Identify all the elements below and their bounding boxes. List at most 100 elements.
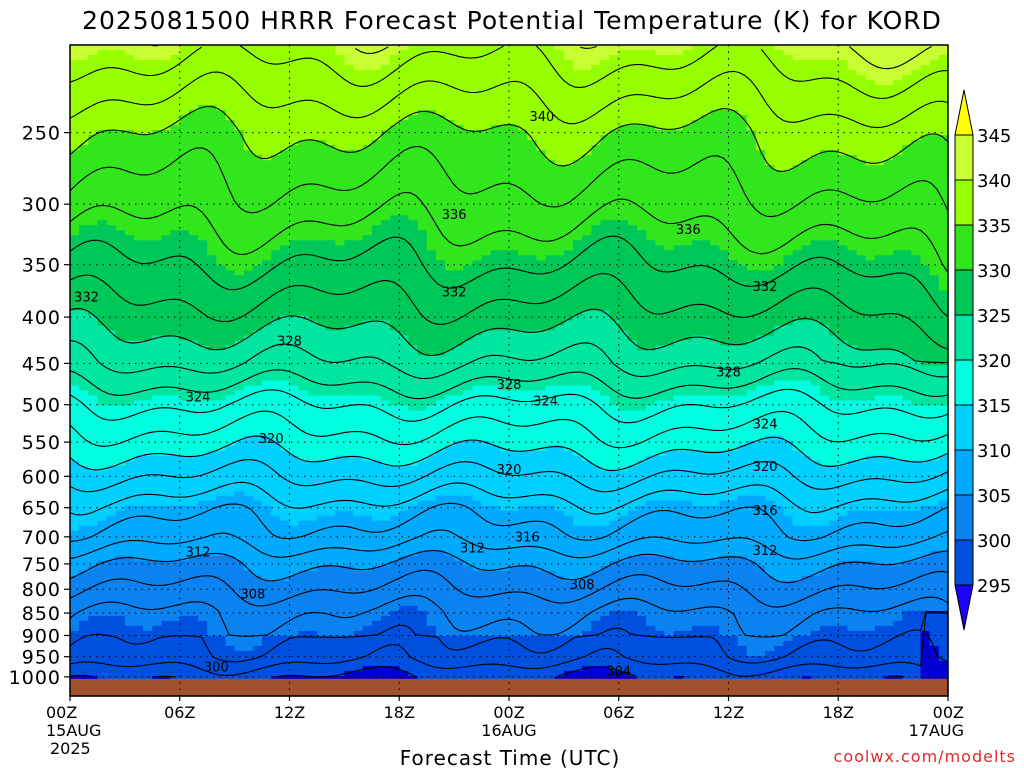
field-cell bbox=[783, 120, 794, 126]
field-cell bbox=[408, 240, 419, 246]
field-cell bbox=[819, 300, 830, 306]
field-cell bbox=[691, 230, 702, 236]
field-cell bbox=[472, 135, 483, 141]
field-cell bbox=[618, 210, 629, 216]
field-cell bbox=[737, 50, 748, 56]
field-cell bbox=[326, 75, 336, 81]
field-cell bbox=[600, 270, 611, 276]
field-cell bbox=[444, 205, 455, 211]
field-cell bbox=[417, 210, 428, 216]
field-cell bbox=[691, 125, 702, 131]
field-cell bbox=[316, 95, 327, 101]
field-cell bbox=[234, 265, 245, 271]
field-cell bbox=[481, 240, 492, 246]
field-cell bbox=[627, 45, 638, 51]
field-cell bbox=[161, 240, 172, 246]
field-cell bbox=[499, 90, 510, 96]
field-cell bbox=[143, 105, 153, 111]
field-cell bbox=[70, 110, 80, 116]
field-cell bbox=[929, 160, 940, 166]
field-cell bbox=[746, 200, 757, 206]
field-cell bbox=[719, 135, 730, 141]
field-cell bbox=[262, 165, 272, 171]
field-cell bbox=[691, 80, 702, 86]
field-cell bbox=[444, 170, 455, 176]
field-cell bbox=[97, 210, 108, 216]
field-cell bbox=[499, 155, 510, 161]
field-cell bbox=[783, 125, 794, 131]
field-cell bbox=[682, 180, 693, 186]
field-cell bbox=[408, 100, 419, 106]
field-cell bbox=[701, 165, 711, 171]
field-cell bbox=[207, 230, 217, 236]
field-cell bbox=[316, 225, 327, 231]
field-cell bbox=[207, 190, 217, 196]
field-cell bbox=[810, 50, 821, 56]
field-cell bbox=[435, 270, 446, 276]
field-cell bbox=[719, 250, 730, 256]
field-cell bbox=[710, 145, 720, 151]
field-cell bbox=[326, 95, 336, 101]
field-cell bbox=[426, 130, 437, 136]
field-cell bbox=[152, 115, 163, 121]
field-cell bbox=[819, 105, 830, 111]
field-cell bbox=[280, 255, 291, 261]
field-cell bbox=[454, 275, 464, 281]
field-cell bbox=[563, 180, 574, 186]
field-cell bbox=[390, 70, 400, 76]
field-cell bbox=[124, 290, 135, 296]
field-cell bbox=[252, 300, 263, 306]
field-cell bbox=[124, 90, 135, 96]
field-cell bbox=[627, 100, 638, 106]
field-cell bbox=[435, 200, 446, 206]
field-cell bbox=[280, 115, 291, 121]
field-cell bbox=[417, 60, 428, 66]
field-cell bbox=[591, 130, 602, 136]
field-cell bbox=[106, 180, 117, 186]
field-cell bbox=[353, 205, 364, 211]
field-cell bbox=[646, 280, 656, 286]
field-cell bbox=[838, 195, 848, 201]
field-cell bbox=[801, 175, 812, 181]
field-cell bbox=[701, 290, 711, 296]
field-cell bbox=[399, 110, 409, 116]
field-cell bbox=[88, 45, 99, 51]
field-cell bbox=[426, 165, 437, 171]
field-cell bbox=[326, 165, 336, 171]
field-cell bbox=[509, 275, 519, 281]
field-cell bbox=[710, 270, 720, 276]
field-cell bbox=[545, 170, 556, 176]
field-cell bbox=[152, 190, 163, 196]
field-cell bbox=[408, 250, 419, 256]
field-cell bbox=[472, 215, 483, 221]
field-cell bbox=[673, 170, 684, 176]
field-cell bbox=[545, 45, 556, 51]
field-cell bbox=[655, 255, 666, 261]
field-cell bbox=[938, 250, 949, 256]
field-cell bbox=[390, 225, 400, 231]
field-cell bbox=[938, 160, 949, 166]
field-cell bbox=[371, 100, 382, 106]
field-cell bbox=[115, 60, 126, 66]
field-cell bbox=[563, 270, 574, 276]
field-cell bbox=[225, 85, 236, 91]
field-cell bbox=[810, 180, 821, 186]
field-cell bbox=[472, 245, 483, 251]
field-cell bbox=[326, 120, 336, 126]
field-cell bbox=[902, 200, 913, 206]
field-cell bbox=[188, 205, 199, 211]
field-cell bbox=[143, 185, 153, 191]
field-cell bbox=[399, 235, 409, 241]
field-cell bbox=[755, 280, 766, 286]
field-cell bbox=[70, 120, 80, 126]
field-cell bbox=[911, 255, 922, 261]
field-cell bbox=[472, 65, 483, 71]
field-cell bbox=[417, 65, 428, 71]
field-cell bbox=[801, 100, 812, 106]
field-cell bbox=[353, 265, 364, 271]
field-cell bbox=[509, 240, 519, 246]
field-cell bbox=[472, 235, 483, 241]
field-cell bbox=[810, 115, 821, 121]
field-cell bbox=[719, 85, 730, 91]
field-cell bbox=[600, 245, 611, 251]
